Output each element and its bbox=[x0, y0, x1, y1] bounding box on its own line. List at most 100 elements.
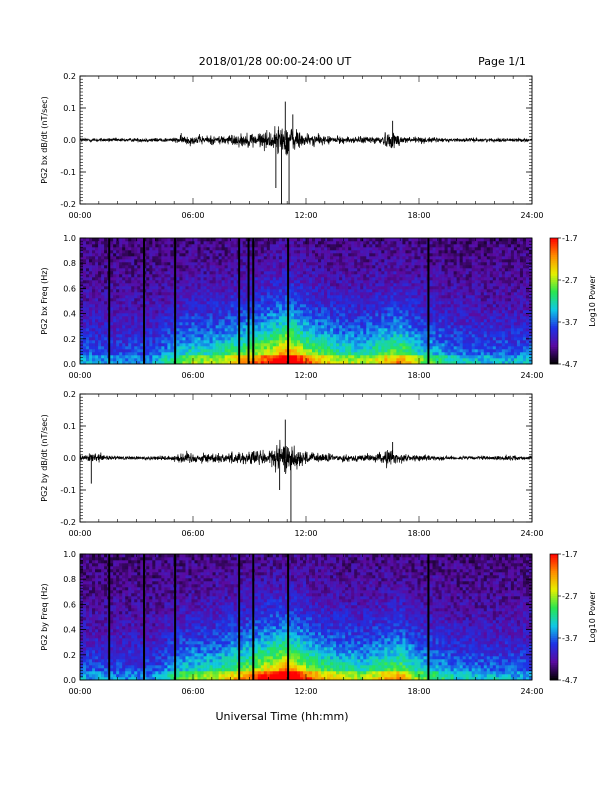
spectrogram-cell bbox=[83, 349, 87, 353]
spectrogram-cell bbox=[390, 241, 394, 245]
spectrogram-cell bbox=[86, 244, 90, 248]
spectrogram-cell bbox=[278, 307, 283, 311]
spectrogram-cell bbox=[203, 259, 207, 263]
spectrogram-cell bbox=[128, 301, 132, 305]
spectrogram-cell bbox=[384, 283, 388, 287]
spectrogram-cell bbox=[369, 271, 373, 275]
spectrogram-cell bbox=[104, 355, 108, 359]
spectrogram-cell bbox=[245, 259, 250, 263]
spectrogram-cell bbox=[372, 250, 376, 254]
spectrogram-cell bbox=[113, 343, 117, 347]
page-title: 2018/01/28 00:00-24:00 UT bbox=[199, 55, 352, 68]
spectrogram-cell bbox=[336, 322, 340, 326]
spectrogram-cell bbox=[224, 253, 228, 257]
spectrogram-cell bbox=[399, 328, 403, 332]
spectrogram-cell bbox=[378, 334, 382, 338]
spectrogram-cell bbox=[233, 310, 237, 314]
spectrogram-cell bbox=[315, 334, 319, 338]
spectrogram-cell bbox=[215, 307, 219, 311]
spectrogram-cell bbox=[324, 343, 328, 347]
spectrogram-cell bbox=[417, 319, 421, 323]
spectrogram-cell bbox=[206, 256, 210, 260]
spectrogram-cell bbox=[330, 310, 334, 314]
spectrogram-cell bbox=[345, 328, 349, 332]
spectrogram-cell bbox=[146, 289, 150, 293]
spectrogram-cell bbox=[411, 238, 415, 242]
spectrogram-cell bbox=[128, 295, 132, 299]
spectrogram-cell bbox=[257, 337, 262, 341]
spectrogram-cell bbox=[140, 346, 144, 350]
spectrogram-cell bbox=[384, 250, 388, 254]
spectrogram-cell bbox=[272, 286, 277, 290]
spectrogram-cell bbox=[98, 289, 102, 293]
spectrogram-cell bbox=[122, 298, 126, 302]
spectrogram-cell bbox=[351, 256, 355, 260]
spectrogram-cell bbox=[281, 274, 286, 278]
spectrogram-cell bbox=[272, 334, 277, 338]
spectrogram-cell bbox=[215, 352, 219, 356]
spectrogram-cell bbox=[242, 292, 247, 296]
spectrogram-cell bbox=[101, 271, 105, 275]
spectrogram-cell bbox=[396, 259, 400, 263]
spectrogram-cell bbox=[275, 271, 280, 275]
spectrogram-cell bbox=[287, 352, 292, 356]
spectrogram-cell bbox=[278, 343, 283, 347]
spectrogram-cell bbox=[182, 358, 186, 362]
spectrogram-cell bbox=[393, 304, 397, 308]
spectrogram-cell bbox=[155, 301, 159, 305]
spectrogram-cell bbox=[299, 310, 304, 314]
spectrogram-cell bbox=[98, 325, 102, 329]
spectrogram-cell bbox=[336, 310, 340, 314]
spectrogram-cell bbox=[302, 331, 307, 335]
spectrogram-cell bbox=[182, 361, 186, 365]
spectrogram-cell bbox=[92, 337, 96, 341]
spectrogram-cell bbox=[351, 250, 355, 254]
spectrogram-cell bbox=[275, 292, 280, 296]
spectrogram-cell bbox=[260, 319, 265, 323]
spectrogram-cell bbox=[360, 238, 364, 242]
spectrogram-cell bbox=[128, 298, 132, 302]
spectrogram-cell bbox=[215, 301, 219, 305]
spectrogram-cell bbox=[260, 277, 265, 281]
spectrogram-cell bbox=[89, 256, 93, 260]
spectrogram-cell bbox=[417, 253, 421, 257]
spectrogram-cell bbox=[327, 274, 331, 278]
spectrogram-cell bbox=[360, 292, 364, 296]
spectrogram-cell bbox=[140, 274, 144, 278]
spectrogram-cell bbox=[417, 271, 421, 275]
spectrogram-cell bbox=[260, 256, 265, 260]
spectrogram-cell bbox=[86, 274, 90, 278]
spectrogram-cell bbox=[357, 280, 361, 284]
spectrogram-cell bbox=[378, 241, 382, 245]
spectrogram-cell bbox=[299, 316, 304, 320]
spectrogram-cell bbox=[101, 259, 105, 263]
spectrogram-cell bbox=[281, 322, 286, 326]
spectrogram-cell bbox=[191, 262, 195, 266]
spectrogram-cell bbox=[272, 343, 277, 347]
spectrogram-cell bbox=[275, 337, 280, 341]
spectrogram-cell bbox=[260, 253, 265, 257]
spectrogram-cell bbox=[239, 304, 244, 308]
spectrogram-cell bbox=[209, 334, 213, 338]
spectrogram-cell bbox=[206, 265, 210, 269]
spectrogram-cell bbox=[321, 355, 325, 359]
spectrogram-cell bbox=[80, 316, 84, 320]
spectrogram-cell bbox=[384, 355, 388, 359]
spectrogram-cell bbox=[375, 283, 379, 287]
spectrogram-cell bbox=[290, 292, 295, 296]
spectrogram-cell bbox=[405, 244, 409, 248]
spectrogram-cell bbox=[387, 286, 391, 290]
spectrogram-cell bbox=[411, 328, 415, 332]
spectrogram-cell bbox=[98, 355, 102, 359]
spectrogram-cell bbox=[161, 343, 165, 347]
spectrogram-cell bbox=[191, 346, 195, 350]
spectrogram-cell bbox=[257, 256, 262, 260]
spectrogram-cell bbox=[278, 304, 283, 308]
spectrogram-cell bbox=[269, 325, 274, 329]
spectrogram-cell bbox=[179, 244, 183, 248]
spectrogram-cell bbox=[224, 244, 228, 248]
spectrogram-cell bbox=[176, 295, 180, 299]
spectrogram-cell bbox=[287, 328, 292, 332]
spectrogram-cell bbox=[164, 355, 168, 359]
spectrogram-cell bbox=[269, 241, 274, 245]
